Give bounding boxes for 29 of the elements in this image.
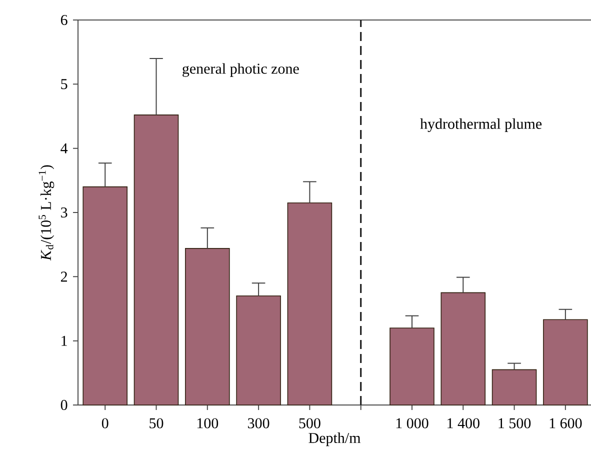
x-tick-label: 1 400	[448, 418, 480, 428]
x-tick-label: 0	[102, 418, 108, 428]
bar	[440, 292, 486, 406]
bar	[390, 328, 434, 406]
y-axis-title: K$_{d}$/(10$^{5}$ L·kg$^{−1}$)	[38, 165, 54, 261]
x-tick-label: 50	[150, 418, 164, 428]
x-tick-label: 1 500	[498, 418, 531, 428]
bar	[185, 248, 230, 406]
bar	[236, 296, 281, 406]
x-tick-label: 1 000	[396, 418, 428, 428]
x-tick-label: 1 600	[550, 418, 582, 428]
bar	[82, 186, 128, 406]
bar	[543, 319, 588, 406]
bar	[134, 114, 179, 406]
bar	[287, 202, 332, 406]
bar	[492, 369, 537, 406]
x-tick-label: 300	[248, 418, 270, 428]
y-tick-label: 6	[60, 14, 68, 26]
y-tick-label: 2	[60, 272, 67, 282]
y-tick-label: 5	[61, 79, 68, 90]
annotation: hydrothermal plume	[420, 118, 542, 132]
y-tick-label: 4	[60, 143, 68, 154]
y-tick-label: 3	[61, 207, 68, 218]
x-tick-label: 500	[299, 418, 320, 428]
y-tick-label: 1	[62, 336, 67, 346]
y-tick-label: 0	[60, 400, 68, 410]
x-tick-label: 100	[197, 418, 218, 428]
x-axis-title: Depth/m	[308, 432, 361, 446]
annotation: general photic zone	[182, 63, 299, 77]
